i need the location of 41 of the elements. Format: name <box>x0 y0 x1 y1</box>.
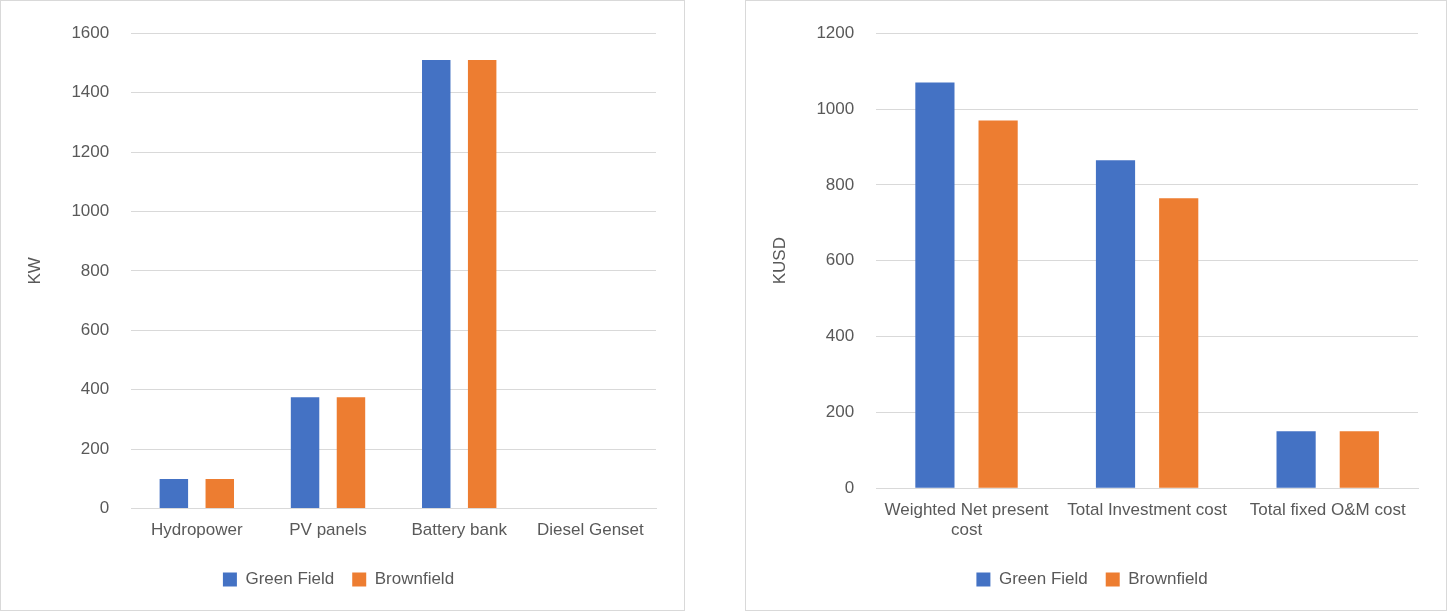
y-tick-label: 0 <box>99 498 110 518</box>
bar <box>915 82 955 488</box>
bar <box>1159 198 1199 488</box>
y-tick-label: 1200 <box>816 22 855 42</box>
bar <box>1276 431 1316 488</box>
x-tick-label: Hydropower <box>150 520 243 540</box>
x-tick-label: Battery bank <box>411 520 508 540</box>
bar <box>159 478 189 509</box>
x-tick-label: Weighted Net present cost <box>884 500 1049 540</box>
y-tick-label: 0 <box>844 477 855 497</box>
y-tick-label: 200 <box>80 438 110 458</box>
legend-label: Brownfield <box>1128 569 1208 589</box>
y-tick-label: 1000 <box>71 201 110 221</box>
legend-label: Green Field <box>245 569 335 589</box>
y-tick-label: 800 <box>825 174 855 194</box>
y-tick-label: 600 <box>825 250 855 270</box>
x-tick-label: Total Investment cost <box>1067 500 1228 520</box>
y-tick-label: 400 <box>80 379 110 399</box>
bar <box>422 59 451 509</box>
bar <box>205 478 235 509</box>
y-tick-label: 800 <box>80 260 110 280</box>
bar <box>290 397 320 509</box>
y-axis-title: KUSD <box>769 237 789 285</box>
bar <box>467 59 497 509</box>
bar <box>1339 431 1379 488</box>
y-tick-label: 200 <box>825 402 855 422</box>
bar <box>1095 160 1136 488</box>
bar <box>978 120 1018 488</box>
x-tick-label: Diesel Genset <box>537 520 645 540</box>
y-tick-label: 1400 <box>71 82 110 102</box>
legend-label: Brownfield <box>374 569 455 589</box>
y-tick-label: 1600 <box>71 22 110 42</box>
y-tick-label: 1000 <box>816 98 855 118</box>
y-axis-title: KW <box>24 257 44 285</box>
x-tick-label: PV panels <box>289 520 367 540</box>
y-tick-label: 400 <box>825 326 855 346</box>
legend-label: Green Field <box>998 569 1088 589</box>
bar <box>336 397 366 509</box>
y-tick-label: 600 <box>80 320 110 340</box>
x-tick-label: Total fixed O&M cost <box>1249 500 1406 520</box>
y-tick-label: 1200 <box>71 141 110 161</box>
